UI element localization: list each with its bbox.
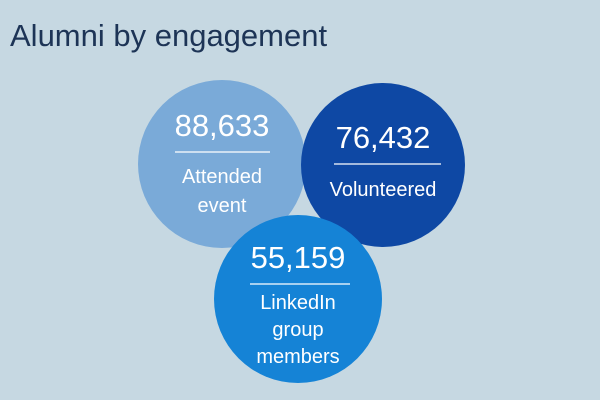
label-attended-event-line-2: event — [198, 195, 247, 217]
label-linkedin-line-2: group — [272, 319, 323, 341]
chart-title: Alumni by engagement — [10, 18, 328, 53]
label-linkedin-line-1: LinkedIn — [260, 292, 336, 314]
label-linkedin-line-3: members — [256, 346, 339, 368]
value-attended-event: 88,633 — [175, 108, 270, 143]
label-attended-event-line-1: Attended — [182, 166, 262, 188]
bubble-linkedin-group-members — [214, 215, 382, 383]
value-linkedin-group-members: 55,159 — [251, 240, 346, 275]
bubble-volunteered — [301, 83, 465, 247]
value-volunteered: 76,432 — [336, 120, 431, 155]
label-volunteered: Volunteered — [330, 179, 437, 201]
bubble-attended-event — [138, 80, 306, 248]
